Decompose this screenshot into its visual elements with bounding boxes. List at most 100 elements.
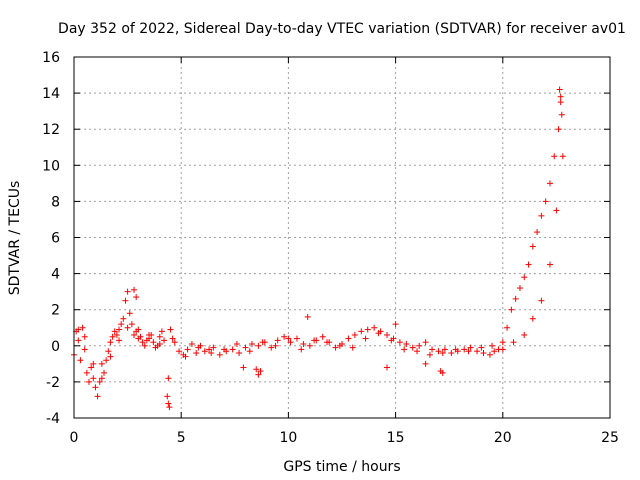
- data-point: [86, 378, 93, 385]
- data-point: [75, 337, 82, 344]
- data-point: [323, 339, 330, 346]
- data-point: [169, 335, 176, 342]
- data-point: [164, 393, 171, 400]
- data-point: [538, 297, 545, 304]
- data-point: [146, 331, 153, 338]
- data-point: [439, 350, 446, 357]
- data-point: [311, 337, 318, 344]
- data-point: [499, 339, 506, 346]
- grid: [74, 57, 610, 418]
- data-point: [193, 350, 200, 357]
- data-point: [274, 337, 281, 344]
- data-point: [103, 357, 110, 364]
- data-point: [248, 340, 255, 347]
- x-tick-label: 25: [601, 430, 619, 446]
- data-point: [77, 357, 84, 364]
- data-point: [201, 348, 208, 355]
- data-point: [403, 340, 410, 347]
- data-point: [478, 344, 485, 351]
- y-tick-label: 10: [42, 158, 60, 174]
- data-point: [392, 321, 399, 328]
- y-tick-label: 8: [51, 194, 60, 210]
- data-point: [508, 306, 515, 313]
- data-point: [448, 350, 455, 357]
- data-point: [116, 326, 123, 333]
- data-point: [480, 350, 487, 357]
- data-point: [135, 335, 142, 342]
- data-point: [208, 350, 215, 357]
- data-point: [233, 340, 240, 347]
- data-point: [285, 335, 292, 342]
- x-tick-labels: 0 5 10 15 20 25: [70, 430, 619, 446]
- data-point: [474, 348, 481, 355]
- data-point: [165, 375, 172, 382]
- x-tick-label: 5: [177, 430, 186, 446]
- y-tick-label: 4: [51, 267, 60, 283]
- data-point: [92, 384, 99, 391]
- data-point: [167, 326, 174, 333]
- data-point: [139, 339, 146, 346]
- data-point: [184, 346, 191, 353]
- data-point: [558, 111, 565, 118]
- data-point: [441, 346, 448, 353]
- data-point: [551, 153, 558, 160]
- data-point: [116, 337, 123, 344]
- x-tick-label: 15: [387, 430, 405, 446]
- data-point: [246, 348, 253, 355]
- data-point: [98, 375, 105, 382]
- y-tick-labels: -4 -2 0 2 4 6 8 10 12 14 16: [42, 50, 60, 427]
- x-axis-title: GPS time / hours: [283, 459, 400, 475]
- data-point: [113, 331, 120, 338]
- data-point: [268, 344, 275, 351]
- data-point: [525, 261, 532, 268]
- data-point: [401, 346, 408, 353]
- data-point: [416, 342, 423, 349]
- y-axis-title: SDTVAR / TECUs: [7, 181, 23, 296]
- data-point: [521, 331, 528, 338]
- data-point: [538, 212, 545, 219]
- data-point: [79, 324, 86, 331]
- data-point: [516, 285, 523, 292]
- x-tick-label: 0: [70, 430, 79, 446]
- data-point: [81, 346, 88, 353]
- data-point: [259, 339, 266, 346]
- data-point: [150, 339, 157, 346]
- data-point: [409, 344, 416, 351]
- data-point: [124, 288, 131, 295]
- data-point: [396, 339, 403, 346]
- data-point: [555, 126, 562, 133]
- chart-title: Day 352 of 2022, Sidereal Day-to-day VTE…: [58, 21, 626, 37]
- data-point: [165, 400, 172, 407]
- data-point: [216, 351, 223, 358]
- data-point: [131, 286, 138, 293]
- data-point: [553, 207, 560, 214]
- data-point: [429, 346, 436, 353]
- data-point: [105, 348, 112, 355]
- data-point: [461, 346, 468, 353]
- data-point: [176, 348, 183, 355]
- data-point: [439, 369, 446, 376]
- data-point: [465, 348, 472, 355]
- data-point: [557, 93, 564, 100]
- data-point: [499, 346, 506, 353]
- data-point: [255, 342, 262, 349]
- data-point: [156, 333, 163, 340]
- data-point: [298, 346, 305, 353]
- data-point: [221, 346, 228, 353]
- data-point: [358, 328, 365, 335]
- y-tick-label: 2: [51, 303, 60, 319]
- data-point: [94, 393, 101, 400]
- data-point: [384, 364, 391, 371]
- data-point: [491, 348, 498, 355]
- data-points: [71, 86, 566, 411]
- x-tick-label: 20: [494, 430, 512, 446]
- data-point: [362, 335, 369, 342]
- data-point: [467, 344, 474, 351]
- data-point: [257, 368, 264, 375]
- y-tick-label: -2: [46, 375, 60, 391]
- data-point: [124, 324, 131, 331]
- data-point: [422, 360, 429, 367]
- data-point: [388, 337, 395, 344]
- data-point: [510, 339, 517, 346]
